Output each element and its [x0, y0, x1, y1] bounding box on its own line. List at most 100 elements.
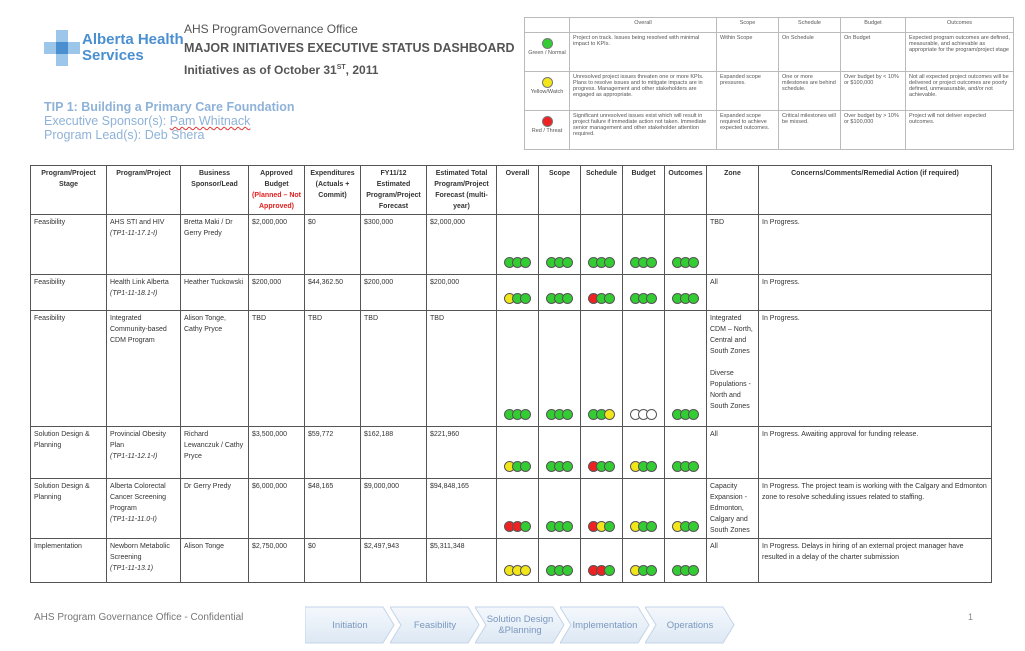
legend-status-cell: Green / Normal [524, 32, 570, 72]
col-zone: Zone [706, 165, 759, 215]
budget-status-cell [622, 426, 665, 479]
cell-expenditures: $59,772 [304, 426, 361, 479]
cell-stage: Implementation [30, 538, 107, 583]
overall-status-cell [496, 426, 539, 479]
project-code: (TP1-11-18.1-I) [110, 290, 158, 297]
cell-stage: Feasibility [30, 214, 107, 275]
budget-status-cell [622, 538, 665, 583]
chevron-shape [644, 606, 735, 644]
stage-chevron: Implementation [559, 605, 650, 645]
cell-expenditures: $48,165 [304, 478, 361, 539]
stage-chevron: Solution Design &Planning [474, 605, 565, 645]
tip-title: TIP 1: Building a Primary Care Foundatio… [44, 100, 295, 114]
status-dot-icon [520, 293, 531, 304]
cell-budget: $3,500,000 [248, 426, 305, 479]
cell-forecast: $162,188 [360, 426, 427, 479]
project-code: (TP1-11-11.0-I) [110, 516, 157, 523]
cell-total-forecast: TBD [426, 310, 497, 427]
overall-status-cell [496, 538, 539, 583]
col-concerns: Concerns/Comments/Remedial Action (if re… [758, 165, 992, 215]
legend-cell-outcomes: Expected program outcomes are defined, m… [905, 32, 1014, 72]
status-dot-icon [520, 257, 531, 268]
chevron-shape [389, 606, 480, 644]
cell-forecast: TBD [360, 310, 427, 427]
tip-block: TIP 1: Building a Primary Care Foundatio… [44, 100, 295, 142]
col-budget: Approved Budget (Planned – Not Approved) [248, 165, 305, 215]
status-dot-icon [688, 409, 699, 420]
stage-label: Initiation [332, 619, 368, 631]
schedule-status-cell [580, 214, 623, 275]
chevron-shape [474, 606, 565, 644]
cell-project: Alberta Colorectal Cancer Screening Prog… [106, 478, 181, 539]
legend-header: Scope [716, 17, 779, 33]
table-row: Solution Design & Planning Provincial Obe… [30, 426, 992, 479]
cell-project: Health Link Alberta (TP1-11-18.1-I) [106, 274, 181, 311]
cell-budget: $200,000 [248, 274, 305, 311]
cell-total-forecast: $2,000,000 [426, 214, 497, 275]
chevron-shape [304, 606, 395, 644]
col-total-forecast: Estimated Total Program/Project Forecast… [426, 165, 497, 215]
col-budget-status: Budget [622, 165, 665, 215]
status-dot-icon [646, 521, 657, 532]
page-number: 1 [968, 612, 974, 622]
cell-zone: All [706, 538, 759, 583]
dashboard-title: MAJOR INITIATIVES EXECUTIVE STATUS DASHB… [184, 41, 515, 55]
legend-cell-schedule: Critical milestones will be missed. [778, 110, 841, 150]
cell-concerns: In Progress. Awaiting approval for fundi… [758, 426, 992, 479]
legend-header [524, 17, 570, 33]
status-dot-icon [520, 409, 531, 420]
legend-header-row: Overall Scope Schedule Budget Outcomes [524, 17, 1014, 33]
office-name: AHS ProgramGovernance Office [184, 22, 358, 36]
stage-chevron: Initiation [304, 605, 395, 645]
cell-project: Newborn Metabolic Screening (TP1-11-13.1) [106, 538, 181, 583]
ahs-logo: Alberta Health Services [44, 28, 194, 72]
outcomes-status-cell [664, 426, 707, 479]
cell-expenditures: $0 [304, 538, 361, 583]
overall-status-cell [496, 478, 539, 539]
scope-status-cell [538, 478, 581, 539]
legend-cell-scope: Expanded scope pressures. [716, 71, 779, 111]
schedule-status-cell [580, 538, 623, 583]
cell-stage: Solution Design & Planning [30, 478, 107, 539]
cell-sponsor: Bretta Maki / Dr Gerry Predy [180, 214, 249, 275]
legend-cell-outcomes: Project will not deliver expected outcom… [905, 110, 1014, 150]
cell-expenditures: $0 [304, 214, 361, 275]
legend-cell-outcomes: Not all expected project outcomes will b… [905, 71, 1014, 111]
legend-cell-schedule: One or more milestones are behind schedu… [778, 71, 841, 111]
scope-status-cell [538, 274, 581, 311]
stage-chevron: Feasibility [389, 605, 480, 645]
status-dot-icon [562, 257, 573, 268]
table-header-row: Program/Project Stage Program/Project Bu… [30, 165, 992, 215]
col-overall: Overall [496, 165, 539, 215]
overall-status-cell [496, 310, 539, 427]
table-row: Implementation Newborn Metabolic Screenin… [30, 538, 992, 583]
schedule-status-cell [580, 478, 623, 539]
legend-cell-schedule: On Schedule [778, 32, 841, 72]
legend-status-label: Red / Threat [531, 128, 563, 134]
legend-cell-scope: Within Scope [716, 32, 779, 72]
schedule-status-cell [580, 274, 623, 311]
legend-cell-scope: Expanded scope required to achieve expec… [716, 110, 779, 150]
col-schedule: Schedule [580, 165, 623, 215]
status-dot-icon [688, 565, 699, 576]
status-dot-icon [562, 521, 573, 532]
cell-forecast: $300,000 [360, 214, 427, 275]
cell-forecast: $9,000,000 [360, 478, 427, 539]
status-dot-icon [541, 38, 553, 49]
footer-confidential: AHS Program Governance Office - Confiden… [34, 612, 244, 623]
cell-project: AHS STI and HIV (TP1-11-17.1-I) [106, 214, 181, 275]
outcomes-status-cell [664, 274, 707, 311]
overall-status-cell [496, 214, 539, 275]
table-row: Solution Design & Planning Alberta Colore… [30, 478, 992, 539]
table-row: Feasibility Health Link Alberta (TP1-11-18… [30, 274, 992, 311]
cell-concerns: In Progress. The project team is working… [758, 478, 992, 539]
chevron-shape [559, 606, 650, 644]
scope-status-cell [538, 426, 581, 479]
cell-total-forecast: $5,311,348 [426, 538, 497, 583]
cell-total-forecast: $94,848,165 [426, 478, 497, 539]
cell-budget: $2,750,000 [248, 538, 305, 583]
legend-row: Yellow/Watch Unresolved project issues th… [524, 71, 1014, 111]
cell-concerns: In Progress. [758, 310, 992, 427]
status-dot-icon [646, 409, 657, 420]
cell-project: Provincial Obesity Plan (TP1-11-12.1-I) [106, 426, 181, 479]
